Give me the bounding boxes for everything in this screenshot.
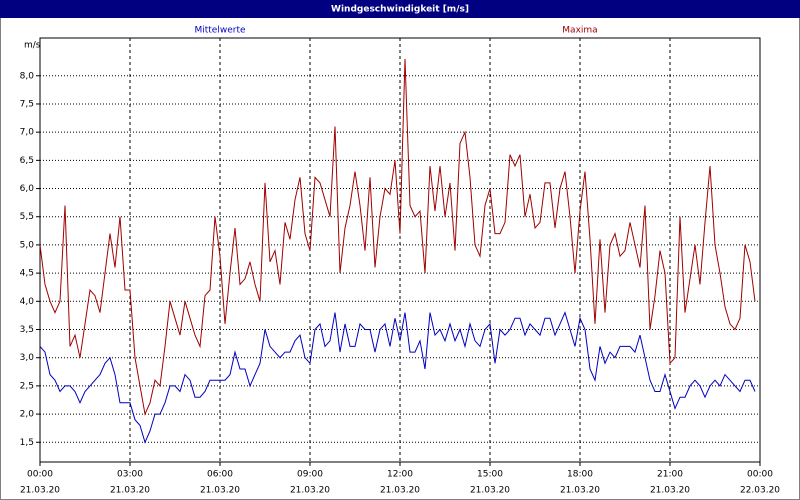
y-tick-label: 6,0: [20, 184, 35, 194]
x-tick-label: 21.03.20: [470, 486, 510, 496]
y-tick-label: 1,5: [20, 438, 34, 448]
x-tick-label: 21.03.20: [20, 486, 60, 496]
y-tick-label: 3,5: [20, 325, 34, 335]
legend-label: Maxima: [562, 26, 597, 36]
y-tick-label: 5,5: [20, 212, 34, 222]
x-tick-label: 15:00: [477, 470, 503, 480]
series-line: [39, 58, 756, 416]
x-tick-label: 00:00: [27, 470, 53, 480]
x-tick-label: 21.03.20: [380, 486, 420, 496]
x-tick-label: 00:00: [747, 470, 773, 480]
y-tick-label: 4,5: [20, 269, 34, 279]
y-tick-label: 6,5: [20, 156, 34, 166]
legend-label: Mittelwerte: [194, 26, 245, 36]
x-tick-label: 21.03.20: [200, 486, 240, 496]
title-bar: [0, 0, 800, 18]
y-tick-label: 4,0: [20, 297, 35, 307]
x-tick-label: 21:00: [657, 470, 683, 480]
chart-title: Windgeschwindigkeit [m/s]: [331, 5, 469, 15]
plot-border: [39, 37, 761, 463]
y-tick-label: 8,0: [20, 71, 35, 81]
series-line: [39, 311, 756, 444]
y-tick-label: 3,0: [20, 353, 35, 363]
x-tick-label: 03:00: [117, 470, 143, 480]
x-tick-label: 12:00: [387, 470, 413, 480]
x-tick-label: 21.03.20: [560, 486, 600, 496]
y-tick-label: 7,5: [20, 99, 34, 109]
x-tick-label: 21.03.20: [110, 486, 150, 496]
x-tick-label: 22.03.20: [740, 486, 780, 496]
x-tick-label: 06:00: [207, 470, 233, 480]
x-tick-label: 21.03.20: [650, 486, 690, 496]
y-tick-label: 2,5: [20, 381, 34, 391]
x-tick-label: 21.03.20: [290, 486, 330, 496]
y-unit: m/s: [24, 41, 41, 51]
x-tick-label: 18:00: [567, 470, 593, 480]
y-tick-label: 7,0: [20, 128, 35, 138]
y-tick-label: 5,0: [20, 240, 35, 250]
y-tick-label: 2,0: [20, 410, 35, 420]
x-tick-label: 09:00: [297, 470, 323, 480]
